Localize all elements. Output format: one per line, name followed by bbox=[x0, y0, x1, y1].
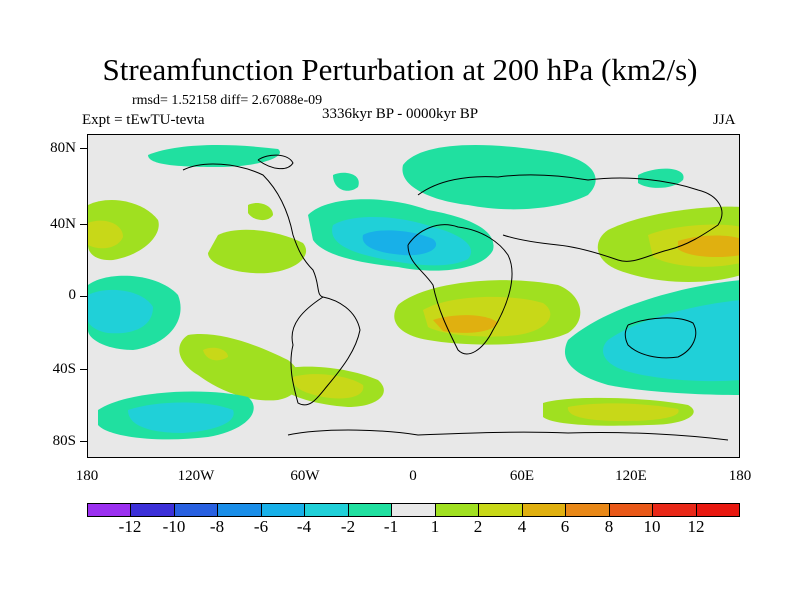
lat-label-80s: 80S bbox=[52, 433, 76, 449]
lon-label-60e: 60E bbox=[509, 468, 535, 484]
region-satlantic-pos2 bbox=[292, 374, 364, 399]
colorbar-swatch-9 bbox=[479, 504, 523, 516]
colorbar-label-10: 6 bbox=[560, 517, 570, 536]
lat-label-40s: 40S bbox=[52, 361, 76, 377]
region-npacific-pos3 bbox=[678, 235, 739, 257]
tick-y-80s bbox=[80, 441, 87, 442]
colorbar-label-3: -6 bbox=[253, 517, 269, 536]
tick-y-40s bbox=[80, 369, 87, 370]
coastlines bbox=[182, 154, 729, 441]
lon-label-120e: 120E bbox=[615, 468, 647, 484]
map-panel bbox=[87, 134, 740, 458]
colorbar-swatch-2 bbox=[174, 504, 219, 516]
colorbar-swatch-3 bbox=[218, 504, 262, 516]
tick-y-40n bbox=[80, 224, 87, 225]
colorbar-label-0: -12 bbox=[118, 517, 142, 536]
region-greatlakes-pos bbox=[248, 203, 273, 221]
stats-label: rmsd= 1.52158 diff= 2.67088e-09 bbox=[132, 93, 323, 108]
lat-label-eq: 0 bbox=[68, 287, 77, 303]
region-atlantic-neg3 bbox=[362, 230, 437, 256]
region-arctic-neg2 bbox=[333, 172, 359, 191]
region-west-pos2 bbox=[88, 220, 123, 249]
colorbar-label-7: 1 bbox=[430, 517, 440, 536]
experiment-label: Expt = tEwTU-tevta bbox=[82, 112, 205, 128]
colorbar-swatch-10 bbox=[522, 504, 567, 516]
tick-y-eq bbox=[80, 296, 87, 297]
colorbar-swatch-8 bbox=[435, 504, 480, 516]
period-label: 3336kyr BP - 0000kyr BP bbox=[322, 106, 479, 122]
colorbar-label-12: 10 bbox=[643, 517, 661, 536]
region-namerica-pos bbox=[208, 229, 307, 274]
colorbar bbox=[87, 503, 740, 517]
colorbar-label-8: 2 bbox=[473, 517, 483, 536]
region-spac-pos-small bbox=[203, 347, 228, 361]
lon-label-180e: 180 bbox=[728, 468, 752, 484]
colorbar-swatch-7 bbox=[392, 504, 436, 516]
region-arctic-neg bbox=[148, 145, 280, 167]
colorbar-label-5: -2 bbox=[340, 517, 356, 536]
lon-label-60w: 60W bbox=[290, 468, 320, 484]
colorbar-swatch-11 bbox=[566, 504, 610, 516]
colorbar-label-2: -8 bbox=[209, 517, 225, 536]
region-australia-neg2 bbox=[603, 300, 739, 382]
map-svg bbox=[88, 135, 739, 457]
colorbar-swatch-14 bbox=[696, 504, 740, 516]
season-label: JJA bbox=[713, 112, 736, 128]
colorbar-swatch-4 bbox=[261, 504, 306, 516]
colorbar-label-11: 8 bbox=[604, 517, 614, 536]
tick-y-80n bbox=[80, 148, 87, 149]
region-spac-neg2 bbox=[128, 402, 234, 433]
colorbar-swatch-5 bbox=[305, 504, 349, 516]
lon-label-180w: 180 bbox=[75, 468, 99, 484]
lon-label-120w: 120W bbox=[177, 468, 215, 484]
colorbar-label-4: -4 bbox=[296, 517, 312, 536]
colorbar-label-9: 4 bbox=[517, 517, 527, 536]
colorbar-swatch-0 bbox=[88, 504, 132, 516]
lon-label-0: 0 bbox=[409, 468, 417, 484]
colorbar-label-1: -10 bbox=[162, 517, 186, 536]
colorbar-swatch-1 bbox=[131, 504, 175, 516]
colorbar-swatch-12 bbox=[609, 504, 654, 516]
lat-label-80n: 80N bbox=[50, 140, 76, 156]
lat-label-40n: 40N bbox=[50, 216, 76, 232]
region-tpac-neg2 bbox=[88, 289, 153, 334]
colorbar-swatch-6 bbox=[348, 504, 393, 516]
colorbar-label-6: -1 bbox=[383, 517, 399, 536]
chart-title: Streamfunction Perturbation at 200 hPa (… bbox=[102, 52, 698, 87]
colorbar-swatch-13 bbox=[653, 504, 697, 516]
region-southern-pos2 bbox=[567, 403, 679, 421]
region-africa-pos3 bbox=[433, 315, 498, 333]
colorbar-label-13: 12 bbox=[687, 517, 705, 536]
